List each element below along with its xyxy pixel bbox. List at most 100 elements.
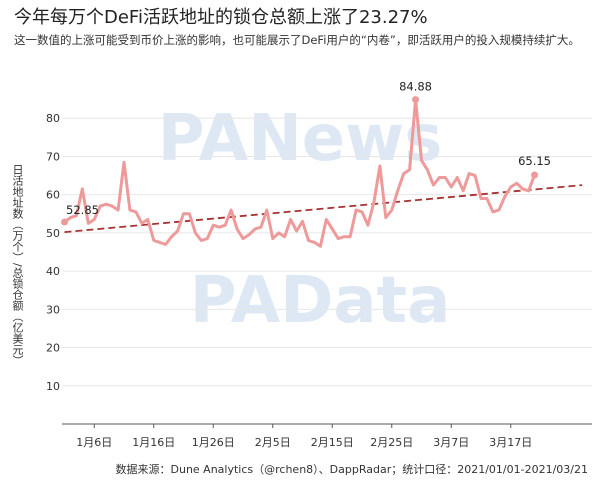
- data-point: [164, 243, 167, 246]
- y-tick-label: 30: [46, 303, 60, 316]
- data-point: [485, 197, 489, 200]
- y-tick-label: 20: [46, 342, 60, 355]
- data-point: [289, 218, 292, 221]
- data-point: [206, 237, 209, 240]
- data-point: [319, 245, 322, 248]
- data-point: [122, 160, 126, 164]
- data-point: [408, 168, 411, 172]
- data-point: [497, 208, 501, 212]
- data-point: [188, 212, 191, 215]
- data-point: [194, 231, 197, 235]
- data-point: [87, 222, 90, 225]
- data-point: [140, 222, 144, 225]
- data-point: [93, 218, 96, 221]
- data-point: [128, 208, 132, 212]
- data-point: [295, 229, 298, 233]
- x-tick-label: 1月6日: [76, 436, 112, 449]
- data-point: [420, 159, 423, 162]
- data-point: [152, 239, 155, 242]
- data-point: [331, 227, 334, 231]
- y-tick-label: 60: [46, 189, 60, 202]
- data-point: [337, 237, 340, 240]
- data-point: [473, 174, 477, 177]
- data-point: [325, 218, 328, 221]
- data-point: [360, 210, 364, 214]
- data-point: [283, 235, 286, 238]
- data-point: [384, 216, 387, 219]
- series-line: [63, 98, 536, 248]
- data-label: 84.88: [399, 80, 432, 94]
- trendline: [64, 184, 583, 234]
- data-point: [99, 204, 102, 208]
- x-tick-label: 3月17日: [489, 436, 532, 449]
- data-point: [200, 239, 203, 242]
- data-point: [158, 241, 161, 244]
- highlight-marker: [412, 96, 420, 104]
- data-point: [313, 241, 316, 244]
- chart-subtitle: 这一数值的上涨可能受到币价上涨的影响，也可能展示了DeFi用户的“内卷”，即活跃…: [14, 33, 580, 47]
- x-tick-label: 3月7日: [433, 436, 469, 449]
- watermark-panews: PANews: [158, 102, 443, 176]
- data-point: [223, 224, 227, 227]
- data-point: [503, 195, 506, 198]
- data-point: [104, 203, 108, 206]
- data-point: [259, 225, 263, 229]
- data-point: [432, 183, 435, 187]
- data-point: [75, 214, 78, 217]
- data-point: [176, 229, 179, 233]
- data-point: [354, 208, 358, 212]
- data-point: [390, 208, 393, 212]
- x-tick-label: 1月26日: [192, 436, 235, 449]
- data-point: [444, 176, 447, 179]
- data-point: [509, 185, 512, 189]
- data-label: 52.85: [66, 203, 99, 217]
- data-point: [241, 237, 245, 240]
- data-point: [265, 208, 268, 212]
- data-point: [235, 227, 239, 231]
- data-point: [271, 237, 274, 240]
- data-point: [170, 235, 173, 238]
- data-point: [348, 235, 352, 238]
- data-point: [491, 210, 495, 214]
- y-tick-label: 80: [46, 112, 60, 125]
- data-point: [402, 172, 405, 175]
- data-point: [450, 185, 453, 189]
- data-point: [515, 182, 518, 185]
- data-point: [378, 164, 382, 168]
- x-tick-label: 2月25日: [370, 436, 413, 449]
- data-point: [366, 224, 370, 227]
- data-point: [396, 189, 399, 193]
- x-tick-label: 2月5日: [255, 436, 291, 449]
- watermark-padata: PAData: [190, 264, 451, 338]
- data-point: [212, 224, 215, 227]
- data-point: [69, 216, 72, 219]
- data-point: [301, 220, 304, 223]
- y-axis-label-box: 日活地址数（万个）/总锁仓额（亿美元）: [6, 150, 28, 380]
- data-point: [521, 187, 524, 191]
- y-tick-label: 10: [46, 380, 60, 393]
- highlight-marker: [531, 171, 539, 179]
- y-tick-label: 40: [46, 265, 60, 278]
- data-point: [182, 212, 185, 215]
- y-tick-label: 50: [46, 227, 60, 240]
- data-point: [467, 172, 471, 175]
- y-tick-label: 70: [46, 150, 60, 163]
- y-axis-label: 日活地址数（万个）/总锁仓额（亿美元）: [11, 164, 24, 366]
- highlight-marker: [61, 218, 68, 226]
- data-point: [426, 168, 429, 172]
- data-point: [134, 210, 138, 214]
- data-point: [307, 239, 310, 242]
- data-point: [116, 208, 120, 212]
- data-point: [461, 189, 465, 193]
- data-label: 65.15: [518, 154, 551, 168]
- data-point: [479, 197, 483, 200]
- chart-title: 今年每万个DeFi活跃地址的锁仓总额上涨了23.27%: [14, 7, 428, 28]
- data-point: [218, 225, 221, 229]
- data-point: [456, 176, 459, 179]
- data-point: [342, 235, 346, 238]
- data-point: [146, 218, 149, 221]
- data-point: [277, 231, 280, 235]
- data-point: [372, 201, 376, 204]
- data-point: [110, 204, 114, 208]
